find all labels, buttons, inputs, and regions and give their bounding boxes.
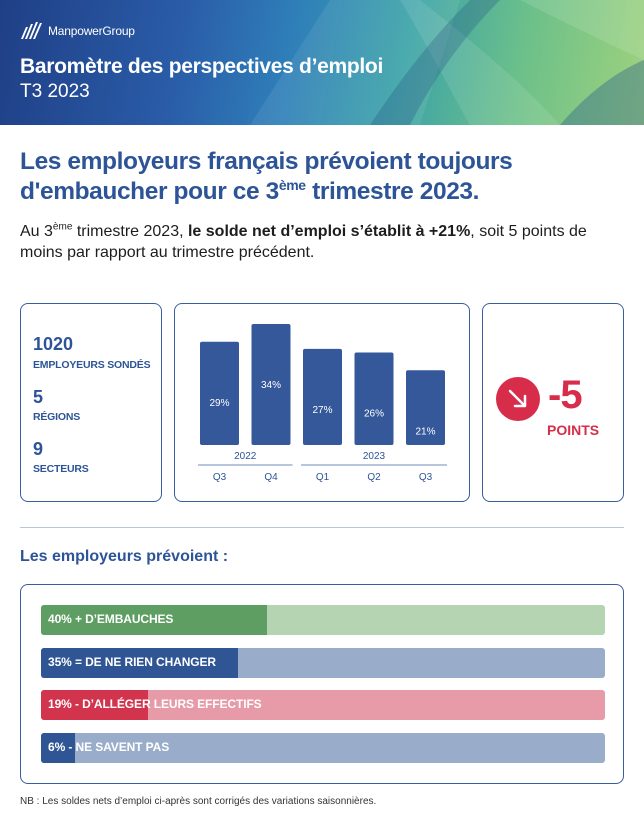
stat-sectors-label: SECTEURS: [33, 463, 89, 475]
header-banner: ManpowerGroup Baromètre des perspectives…: [0, 0, 644, 125]
section-divider: [20, 527, 624, 528]
page-subtitle: T3 2023: [20, 81, 90, 102]
column-chart: 29% Q3 34% Q4 27% Q1 26% Q2 21% Q3 2022 2023: [198, 324, 447, 483]
intention-bar-fill: [41, 733, 75, 763]
delta-unit: POINTS: [547, 422, 600, 438]
intention-bar-fill: [41, 605, 267, 635]
column-data-label: 29%: [209, 398, 229, 409]
intention-bar-fill: [41, 690, 149, 720]
column-category-label: Q1: [316, 472, 330, 483]
headline-line-2-start: d'embaucher pour ce 3: [20, 178, 279, 205]
column-category-label: Q4: [264, 472, 278, 483]
column-bar: [406, 370, 445, 445]
intro-text-b: trimestre 2023,: [72, 223, 188, 240]
column-bar: [303, 348, 342, 445]
intro-sup: ème: [52, 221, 73, 233]
stat-regions-value: 5: [33, 387, 44, 407]
intention-bar-fill: [41, 648, 239, 678]
stat-employers-value: 1020: [33, 334, 74, 354]
manpower-logo-icon: [21, 22, 42, 39]
delta-value: -5: [548, 373, 583, 417]
intro-text-c: , soit 5 points de moins par rapport au …: [20, 223, 587, 261]
intro-paragraph: Au 3ème trimestre 2023, le solde net d’e…: [20, 221, 620, 263]
brand-name: ManpowerGroup: [48, 24, 135, 38]
banner-decoration: [250, 0, 644, 125]
intention-bar-label: 35% = DE NE RIEN CHANGER: [48, 655, 216, 669]
intention-bar: 40% + D’EMBAUCHES: [41, 605, 605, 635]
column-data-label: 27%: [312, 405, 332, 416]
intentions-card: 40% + D’EMBAUCHES 35% = DE NE RIEN CHANGE…: [20, 584, 624, 784]
headline-sup: ème: [278, 176, 306, 193]
intro-bold: le solde net d’emploi s’établit à +21%: [187, 223, 471, 240]
column-bar: [200, 341, 239, 445]
brand: ManpowerGroup: [20, 20, 135, 42]
intention-bar-label: 6% - NE SAVENT PAS: [48, 740, 170, 754]
stats-card: 1020 EMPLOYEURS SONDÉS 5 RÉGIONS 9 SECTE…: [20, 303, 162, 502]
stat-employers-label: EMPLOYEURS SONDÉS: [33, 359, 151, 371]
headline-line-1: Les employeurs français prévoient toujou…: [20, 148, 513, 175]
headline-line-2-end: trimestre 2023.: [305, 178, 480, 205]
intro-text-a: Au 3: [20, 223, 53, 240]
delta-badge: [496, 377, 540, 421]
column-group-label: 2023: [363, 451, 386, 462]
column-category-label: Q2: [367, 472, 381, 483]
stat-sectors-value: 9: [33, 439, 44, 459]
column-bar: [354, 352, 394, 445]
page-title: Baromètre des perspectives d’emploi: [20, 55, 383, 78]
column-chart-card: 29% Q3 34% Q4 27% Q1 26% Q2 21% Q3 2022 2023: [174, 303, 470, 502]
section-title: Les employeurs prévoient :: [20, 548, 229, 565]
column-category-label: Q3: [213, 472, 227, 483]
column-data-label: 34%: [261, 380, 281, 391]
delta-card: -5 POINTS: [482, 303, 624, 502]
footnote: NB : Les soldes nets d’emploi ci-après s…: [20, 796, 377, 807]
intention-bar: 6% - NE SAVENT PAS: [41, 733, 605, 763]
headline-line-2: d'embaucher pour ce 3ème trimestre 2023.: [20, 177, 620, 207]
column-data-label: 21%: [415, 426, 435, 437]
stat-regions-label: RÉGIONS: [33, 411, 81, 423]
column-group-label: 2022: [234, 451, 257, 462]
intention-bar-label: 19% - D’ALLÉGER LEURS EFFECTIFS: [48, 697, 262, 711]
column-category-label: Q3: [419, 472, 433, 483]
arrow-down-right-icon: [508, 389, 527, 408]
intention-bar-label: 40% + D’EMBAUCHES: [48, 612, 174, 626]
intention-bar: 35% = DE NE RIEN CHANGER: [41, 648, 605, 678]
column-bar: [251, 324, 291, 445]
headline: Les employeurs français prévoient toujou…: [20, 147, 620, 207]
intention-bar: 19% - D’ALLÉGER LEURS EFFECTIFS: [41, 690, 605, 720]
column-data-label: 26%: [364, 408, 384, 419]
